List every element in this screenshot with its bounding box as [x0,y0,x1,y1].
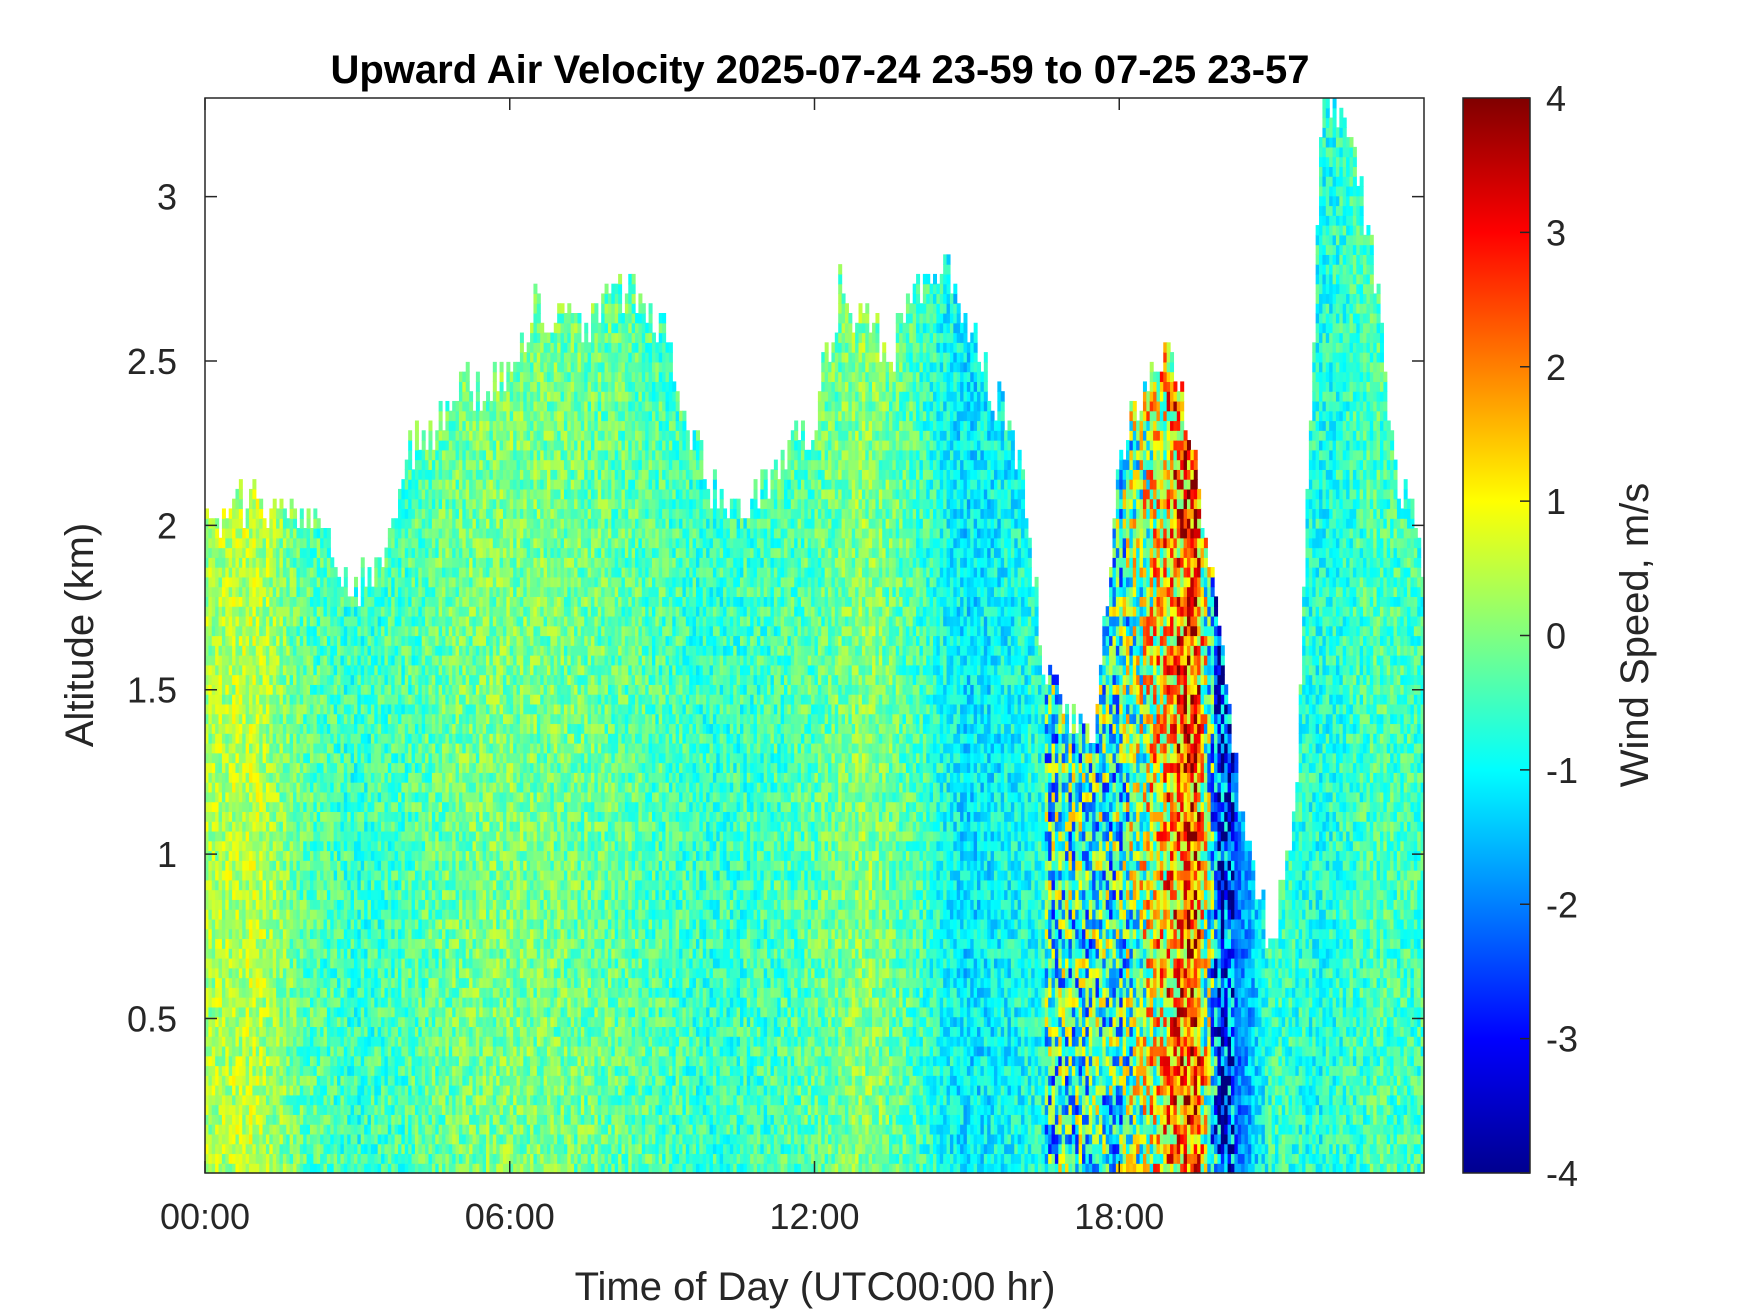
heatmap-cell [263,518,267,528]
heatmap-cell [354,577,358,587]
heatmap-cell [239,479,243,489]
heatmap-cell [215,528,219,538]
heatmap-cell [273,499,277,509]
heatmap-cell [259,499,263,509]
heatmap-cell [408,430,412,440]
heatmap-cell [428,421,432,431]
heatmap-cell [439,411,443,421]
heatmap-cell [445,401,449,411]
heatmap-cell [422,430,426,440]
heatmap-cell [344,587,348,597]
heatmap-cell [361,557,365,567]
heatmap-cell [259,508,263,518]
heatmap-cell [415,440,419,450]
heatmap-cell [239,518,243,528]
heatmap-cell [327,538,331,548]
heatmap-cell [439,401,443,411]
heatmap-cell [330,557,334,567]
heatmap-cell [293,508,297,518]
heatmap-cell [313,508,317,518]
heatmap-cell [415,421,419,431]
heatmap-cell [368,577,372,587]
heatmap-cell [215,518,219,528]
heatmap-cell [354,596,358,606]
heatmap-cell [428,440,432,450]
heatmap-cell [408,440,412,450]
heatmap-cell [252,489,256,499]
heatmap-cell [300,518,304,528]
heatmap-cell [337,577,341,587]
heatmap-cell [415,430,419,440]
heatmap-cell [327,548,331,558]
heatmap-cell [239,508,243,518]
chart-title: Upward Air Velocity 2025-07-24 23-59 to … [330,48,1309,92]
heatmap-cell [239,489,243,499]
heatmap-cell [327,528,331,538]
heatmap-cell [290,499,294,509]
heatmap-cell [378,557,382,567]
heatmap-cell [307,518,311,528]
heatmap-cell [439,421,443,431]
heatmap-cell [408,450,412,460]
heatmap-cell [279,499,283,509]
heatmap-cell [334,567,338,577]
heatmap-cell [293,518,297,528]
heatmap-cell [368,567,372,577]
heatmap-cell [428,430,432,440]
heatmap-cell [317,518,321,528]
heatmap-cell [307,508,311,518]
heatmap-cell [361,577,365,587]
heatmap-cell [222,508,226,518]
heatmap-cell [300,508,304,518]
heatmap-cell [344,577,348,587]
heatmap-cell [422,440,426,450]
heatmap-cell [283,508,287,518]
heatmap-cell [354,587,358,597]
heatmap-cell [361,567,365,577]
heatmap-cell [408,460,412,470]
heatmap-cell [252,479,256,489]
heatmap-cell [239,499,243,509]
heatmap-cell [344,567,348,577]
